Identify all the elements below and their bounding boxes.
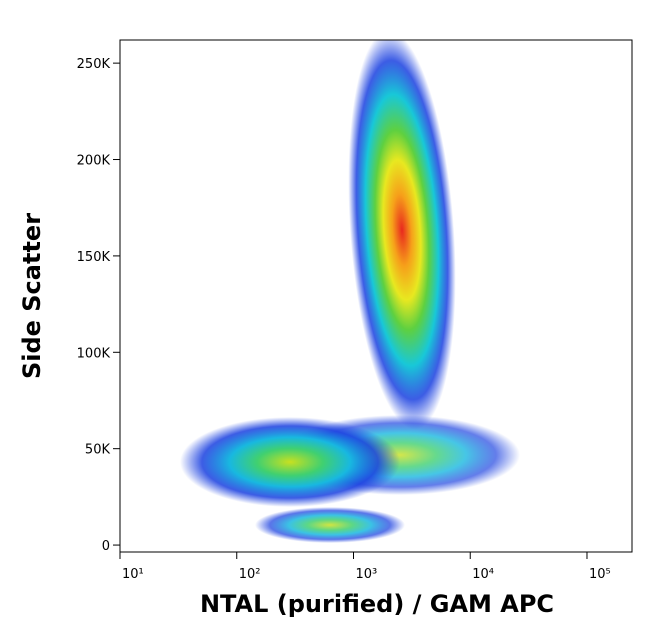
density-clouds bbox=[180, 40, 520, 543]
plot-frame bbox=[119, 39, 633, 553]
x-tick-label: 10⁴ bbox=[472, 567, 494, 582]
x-axis-title: NTAL (purified) / GAM APC bbox=[200, 590, 554, 618]
y-tick-label: 250K bbox=[77, 57, 111, 72]
x-tick-label: 10¹ bbox=[122, 567, 144, 582]
y-tick-label: 0 bbox=[102, 539, 110, 554]
x-tick-label: 10³ bbox=[355, 567, 377, 582]
y-tick-label: 150K bbox=[77, 250, 111, 265]
x-tick-label: 10⁵ bbox=[589, 567, 611, 582]
y-tick-label: 50K bbox=[85, 443, 111, 458]
y-tick-label: 200K bbox=[77, 154, 111, 169]
y-axis-title: Side Scatter bbox=[18, 213, 46, 379]
x-tick-label: 10² bbox=[239, 567, 261, 582]
y-tick-label: 100K bbox=[77, 346, 111, 361]
